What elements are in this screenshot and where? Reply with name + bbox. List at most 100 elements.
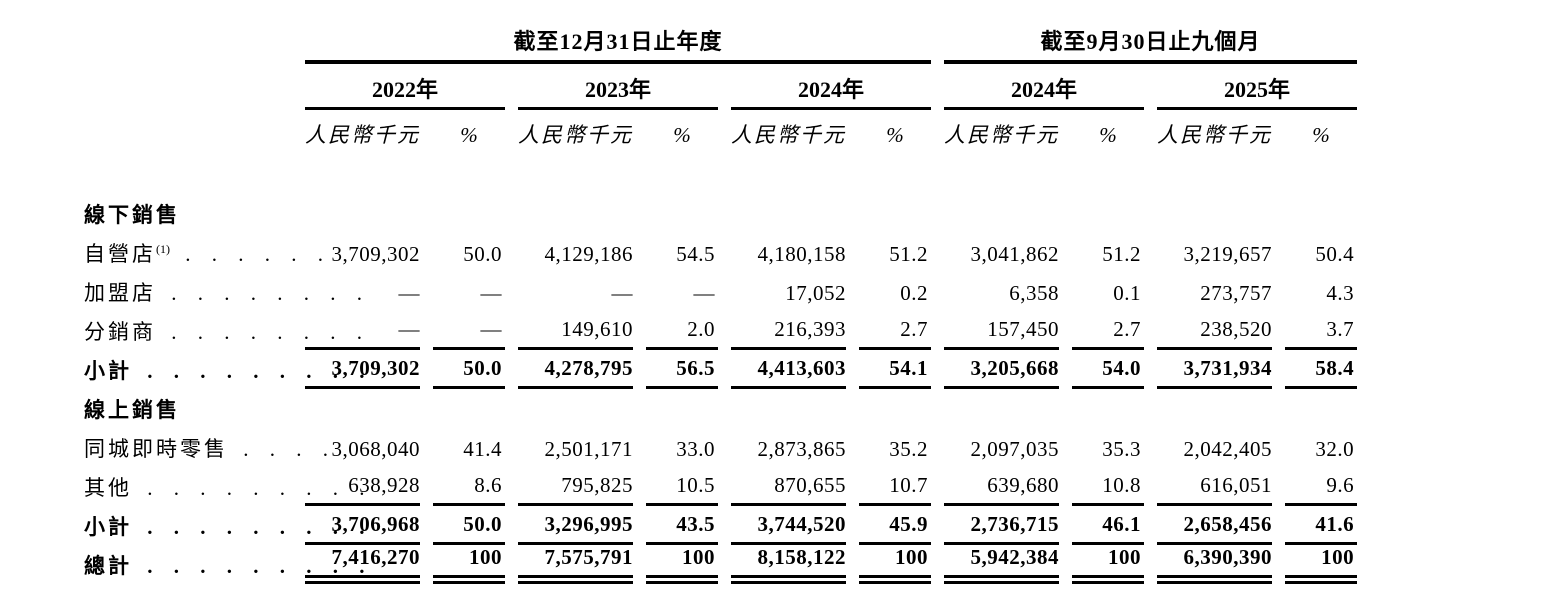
spacer-cell (1272, 110, 1285, 150)
dot-leader: . . . . . . . . (158, 280, 370, 305)
empty-cell (305, 389, 1357, 428)
spacer-cell (633, 110, 646, 150)
amount-cell: 3,709,302 (305, 350, 420, 389)
spacer-cell (1059, 545, 1072, 584)
row-label: 線下銷售 (84, 194, 305, 233)
percent-cell: — (480, 280, 502, 305)
spacer-cell (846, 311, 859, 350)
amount-cell: 5,942,384 (944, 545, 1060, 585)
spacer-cell (505, 350, 518, 389)
spacer-cell (505, 545, 518, 584)
spacer-cell (1059, 467, 1072, 506)
empty-cell (305, 194, 1357, 233)
amount-cell: 149,610 (518, 311, 633, 350)
spacer-cell (1144, 64, 1157, 110)
spacer-cell (505, 233, 518, 272)
percent-cell: 35.3 (1102, 436, 1142, 461)
percent-cell: 50.0 (433, 350, 505, 389)
spacer-cell (846, 428, 859, 467)
percent-cell: 100 (433, 545, 505, 585)
percent-header: % (673, 122, 691, 147)
percent-cell: 32.0 (1315, 436, 1355, 461)
amount-cell: 4,278,795 (518, 350, 633, 389)
spacer-cell (633, 311, 646, 350)
amount-cell: 2,873,865 (757, 436, 846, 461)
amount-cell: 639,680 (944, 467, 1060, 506)
row-label-text: 線下銷售 (84, 202, 180, 227)
spacer-cell (846, 110, 859, 150)
table-row: 小計 . . . . . . . . . 3,709,302 50.0 4,278,7… (84, 350, 1358, 389)
percent-cell: 41.6 (1285, 506, 1358, 545)
amount-cell: 6,390,390 (1157, 545, 1273, 585)
percent-cell: 4.3 (1326, 280, 1355, 305)
spacer-cell (931, 428, 944, 467)
period-group-row: 截至12月31日止年度 截至9月30日止九個月 (84, 14, 1358, 64)
year-header-2024: 2024年 (731, 64, 932, 110)
amount-unit-header: 人民幣千元 (1157, 122, 1273, 147)
spacer-cell (505, 64, 518, 110)
row-label-text: 自營店 (84, 241, 156, 266)
dot-leader: . . . . . . . . . (134, 358, 373, 383)
amount-cell: 870,655 (731, 467, 846, 506)
empty-corner-cell (84, 14, 305, 64)
table-row: 分銷商 . . . . . . . . — —149,610 2.0 216,393 2.… (84, 311, 1358, 350)
amount-cell: — (305, 311, 420, 350)
table-row: 總計 . . . . . . . . . 7,416,270 100 7,575,79… (84, 545, 1358, 585)
amount-cell: 8,158,122 (731, 545, 846, 585)
spacer-cell (633, 428, 646, 467)
spacer-cell (633, 506, 646, 545)
row-label: 總計 . . . . . . . . . (84, 545, 365, 584)
percent-cell: 41.4 (463, 436, 502, 461)
percent-cell: 51.2 (1102, 241, 1142, 266)
dot-leader: . . . . (230, 436, 336, 461)
percent-header: % (1312, 122, 1330, 147)
amount-cell: 2,042,405 (1183, 436, 1273, 461)
spacer-cell (633, 272, 646, 311)
percent-cell: 8.6 (433, 467, 505, 506)
spacer-cell (718, 233, 731, 272)
section-row: 線上銷售 (84, 389, 1357, 428)
spacer-cell (846, 506, 859, 545)
amount-cell: 238,520 (1157, 311, 1273, 350)
spacer-cell (931, 506, 944, 545)
spacer-cell (633, 350, 646, 389)
amount-unit-header: 人民幣千元 (305, 122, 420, 147)
amount-cell: 273,757 (1200, 280, 1273, 305)
amount-cell: 3,709,302 (331, 241, 420, 266)
percent-cell: 9.6 (1285, 467, 1358, 506)
column-header-row: 人民幣千元 % 人民幣千元 % 人民幣千元 % 人民幣千元 % 人民幣千元 % (84, 110, 1357, 150)
row-label: 分銷商 . . . . . . . . (84, 311, 362, 350)
row-label-text: 小計 (84, 514, 132, 539)
row-label: 自營店(1) . . . . . . (84, 233, 323, 272)
spacer-cell (1059, 428, 1072, 467)
table-body: 線下銷售自營店(1) . . . . . . 3,709,302 50.0 4,129… (84, 150, 1358, 585)
amount-cell: 4,129,186 (544, 241, 633, 266)
table-row: 小計 . . . . . . . . . 3,706,968 50.0 3,296,9… (84, 506, 1358, 545)
spacer-cell (1059, 311, 1072, 350)
percent-cell: 54.0 (1072, 350, 1145, 389)
spacer-cell (505, 311, 518, 350)
spacer-cell (1144, 311, 1157, 350)
percent-cell: 100 (859, 545, 932, 585)
prospectus-page: 截至12月31日止年度 截至9月30日止九個月 2022年 2023年 2024… (84, 14, 1358, 585)
year-header-row: 2022年 2023年 2024年 2024年 2025年 (84, 64, 1358, 110)
spacer-cell (1144, 506, 1157, 545)
percent-cell: — (433, 311, 505, 350)
spacer-cell (633, 233, 646, 272)
spacer-cell (718, 428, 731, 467)
row-label: 小計 . . . . . . . . . (84, 350, 365, 389)
spacer-cell (718, 64, 731, 110)
percent-cell: 35.2 (889, 436, 929, 461)
amount-unit-header: 人民幣千元 (518, 122, 633, 147)
spacer-cell (846, 350, 859, 389)
spacer-cell (420, 428, 433, 467)
spacer-cell (1272, 272, 1285, 311)
spacer-row (84, 150, 1357, 194)
spacer-cell (420, 272, 433, 311)
spacer-cell (718, 467, 731, 506)
spacer-cell (1144, 467, 1157, 506)
percent-header: % (1099, 122, 1117, 147)
percent-cell: 45.9 (859, 506, 932, 545)
row-label-text: 小計 (84, 358, 132, 383)
spacer-cell (931, 545, 944, 584)
